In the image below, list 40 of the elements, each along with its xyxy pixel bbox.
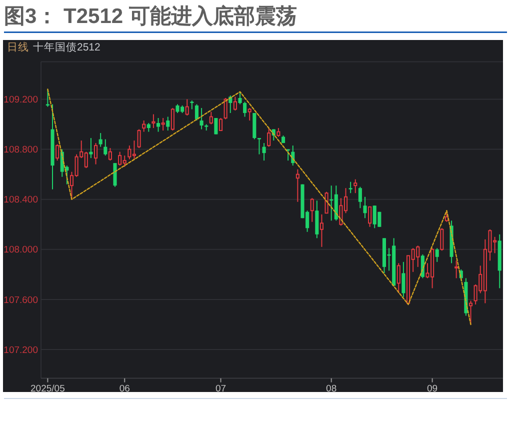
candlestick <box>454 260 458 279</box>
y-tick-label: 108.000 <box>4 244 38 256</box>
candlestick <box>262 142 266 162</box>
x-tick-label: 08 <box>326 384 337 394</box>
candlestick <box>166 116 170 132</box>
candlestick <box>257 138 262 155</box>
text: 日线 <box>7 40 29 54</box>
candlestick <box>363 196 367 219</box>
text: 十年国债2512 <box>33 40 101 54</box>
candlestick <box>315 200 319 239</box>
candlestick <box>238 91 242 105</box>
candlestick <box>435 248 439 262</box>
candlestick <box>200 108 204 130</box>
candlestick <box>89 138 93 159</box>
candlestick <box>243 101 247 118</box>
y-tick-label: 107.600 <box>4 294 38 306</box>
y-tick-label: 109.200 <box>4 94 38 106</box>
chart-title: 图3： T2512 可能进入底部震荡 <box>4 4 297 28</box>
line-series <box>47 88 472 326</box>
candlestick <box>152 114 156 129</box>
y-tick-label: 107.200 <box>4 344 38 356</box>
candlestick <box>194 104 199 122</box>
candlestick <box>402 261 406 298</box>
x-tick-label: 06 <box>119 384 130 394</box>
candlestick <box>113 162 117 188</box>
candlestick <box>104 138 108 156</box>
candlestick <box>358 186 362 209</box>
candlestick <box>156 118 160 132</box>
candlestick <box>142 120 146 132</box>
x-tick-label: 09 <box>427 384 438 394</box>
x-tick-label: 07 <box>215 384 226 394</box>
y-tick-label: 108.400 <box>4 194 38 206</box>
candlestick <box>214 118 218 135</box>
candlestick <box>296 168 300 202</box>
candlestick <box>46 88 50 108</box>
candlestick <box>320 214 324 248</box>
x-tick-label: 2025/05 <box>30 384 65 394</box>
candlestick <box>98 132 102 148</box>
y-tick-label: 108.800 <box>4 144 38 156</box>
candlestick <box>348 181 352 194</box>
